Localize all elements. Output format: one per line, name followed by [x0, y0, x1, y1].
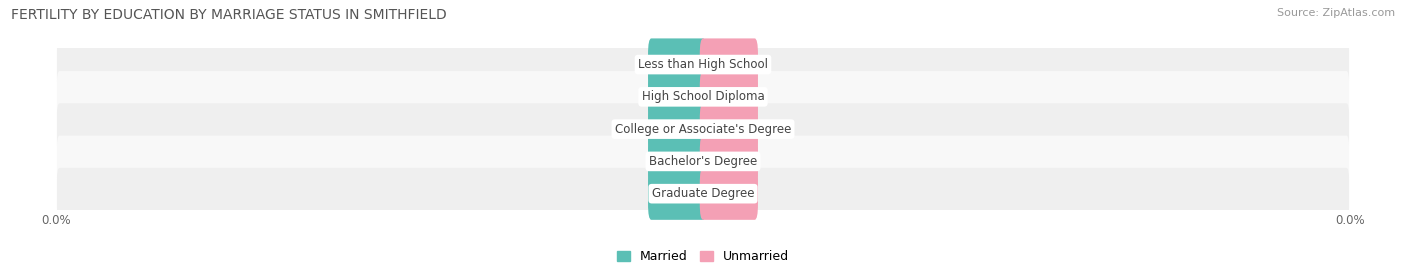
Text: Source: ZipAtlas.com: Source: ZipAtlas.com [1277, 8, 1395, 18]
Text: 0.0%: 0.0% [714, 189, 744, 199]
Legend: Married, Unmarried: Married, Unmarried [612, 245, 794, 268]
Text: 0.0%: 0.0% [662, 59, 692, 70]
FancyBboxPatch shape [700, 71, 758, 123]
FancyBboxPatch shape [648, 135, 706, 187]
Text: High School Diploma: High School Diploma [641, 90, 765, 103]
Text: Graduate Degree: Graduate Degree [652, 187, 754, 200]
FancyBboxPatch shape [56, 39, 1350, 90]
Text: Bachelor's Degree: Bachelor's Degree [650, 155, 756, 168]
Text: Less than High School: Less than High School [638, 58, 768, 71]
FancyBboxPatch shape [700, 168, 758, 220]
FancyBboxPatch shape [56, 71, 1350, 123]
Text: 0.0%: 0.0% [662, 124, 692, 134]
Text: FERTILITY BY EDUCATION BY MARRIAGE STATUS IN SMITHFIELD: FERTILITY BY EDUCATION BY MARRIAGE STATU… [11, 8, 447, 22]
Text: 0.0%: 0.0% [714, 92, 744, 102]
Text: College or Associate's Degree: College or Associate's Degree [614, 123, 792, 136]
FancyBboxPatch shape [700, 135, 758, 187]
FancyBboxPatch shape [648, 103, 706, 155]
Text: 0.0%: 0.0% [714, 59, 744, 70]
Text: 0.0%: 0.0% [714, 156, 744, 167]
FancyBboxPatch shape [700, 103, 758, 155]
FancyBboxPatch shape [648, 168, 706, 220]
Text: 0.0%: 0.0% [662, 92, 692, 102]
FancyBboxPatch shape [56, 103, 1350, 155]
FancyBboxPatch shape [648, 38, 706, 91]
FancyBboxPatch shape [700, 38, 758, 91]
Text: 0.0%: 0.0% [662, 156, 692, 167]
FancyBboxPatch shape [648, 71, 706, 123]
Text: 0.0%: 0.0% [714, 124, 744, 134]
FancyBboxPatch shape [56, 136, 1350, 187]
FancyBboxPatch shape [56, 168, 1350, 220]
Text: 0.0%: 0.0% [662, 189, 692, 199]
